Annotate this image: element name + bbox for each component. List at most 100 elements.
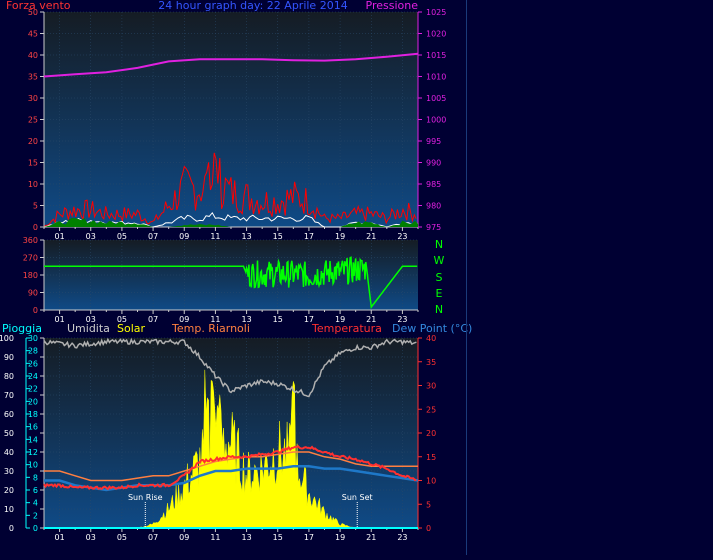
left-tick-label: 270 xyxy=(23,254,38,263)
inner-tick-label: 18 xyxy=(28,410,38,419)
direction-label-n2: N xyxy=(435,303,443,316)
pressure-line xyxy=(43,52,419,78)
right-tick-label: 0 xyxy=(426,524,431,533)
right-tick-label: 30 xyxy=(426,382,436,391)
x-tick-label: 05 xyxy=(117,315,127,324)
right-tick-label: 995 xyxy=(426,137,441,146)
inner-tick-label: 28 xyxy=(28,347,38,356)
x-tick-label: 15 xyxy=(273,315,283,324)
x-tick-label: 19 xyxy=(335,232,345,241)
dew-point-line xyxy=(44,465,419,492)
left-tick-label: 40 xyxy=(4,448,14,457)
x-tick-label: 09 xyxy=(179,232,189,241)
x-tick-label: 11 xyxy=(210,533,220,542)
x-tick-label: 11 xyxy=(210,232,220,241)
sun-annotation: Sun Rise xyxy=(128,493,163,502)
x-tick-label: 17 xyxy=(304,315,314,324)
x-tick-label: 01 xyxy=(54,315,64,324)
page-divider xyxy=(466,0,467,555)
left-tick-label: 90 xyxy=(4,353,14,362)
right-tick-label: 1000 xyxy=(426,116,446,125)
inner-tick-label: 24 xyxy=(28,372,38,381)
left-tick-label: 40 xyxy=(28,51,38,60)
left-tick-label: 20 xyxy=(4,486,14,495)
left-tick-label: 50 xyxy=(28,8,38,17)
right-tick-label: 1020 xyxy=(426,30,446,39)
x-tick-label: 05 xyxy=(117,533,127,542)
right-tick-label: 15 xyxy=(426,453,436,462)
direction-label-w: W xyxy=(434,254,445,267)
right-tick-label: 990 xyxy=(426,159,441,168)
left-tick-label: 60 xyxy=(4,410,14,419)
left-tick-label: 5 xyxy=(33,202,38,211)
left-tick-label: 20 xyxy=(28,137,38,146)
right-tick-label: 1005 xyxy=(426,94,446,103)
wind-axis-title: Forza vento xyxy=(6,0,71,12)
legend-temperature: Temperatura xyxy=(311,322,382,335)
left-tick-label: 10 xyxy=(28,180,38,189)
left-tick-label: 45 xyxy=(28,30,38,39)
right-tick-label: 985 xyxy=(426,180,441,189)
left-tick-label: 80 xyxy=(4,372,14,381)
x-tick-label: 13 xyxy=(241,315,251,324)
temperature-line xyxy=(43,444,417,491)
direction-label-n: N xyxy=(435,238,443,251)
sun-annotation: Sun Set xyxy=(342,493,373,502)
x-tick-label: 01 xyxy=(54,533,64,542)
right-tick-label: 1015 xyxy=(426,51,446,60)
legend-temp-riarnoli: Temp. Riarnoli xyxy=(171,322,250,335)
x-tick-label: 15 xyxy=(273,232,283,241)
x-tick-label: 05 xyxy=(117,232,127,241)
direction-label-s: S xyxy=(436,271,443,284)
x-tick-label: 09 xyxy=(179,315,189,324)
right-tick-label: 25 xyxy=(426,405,436,414)
wind-gust-line xyxy=(43,152,417,228)
x-tick-label: 03 xyxy=(86,533,96,542)
x-tick-label: 17 xyxy=(304,232,314,241)
pressure-axis-title: Pressione xyxy=(366,0,419,12)
legend-solar: Solar xyxy=(117,322,146,335)
x-tick-label: 03 xyxy=(86,315,96,324)
wind-direction-line xyxy=(44,256,418,310)
inner-tick-label: 4 xyxy=(33,499,38,508)
left-tick-label: 30 xyxy=(4,467,14,476)
inner-tick-label: 30 xyxy=(28,334,38,343)
x-tick-label: 13 xyxy=(241,232,251,241)
right-tick-label: 1010 xyxy=(426,73,446,82)
inner-tick-label: 8 xyxy=(33,473,38,482)
chart-title: 24 hour graph day: 22 Aprile 2014 xyxy=(158,0,347,12)
inner-tick-label: 0 xyxy=(33,524,38,533)
left-tick-label: 180 xyxy=(23,271,38,280)
x-tick-label: 17 xyxy=(304,533,314,542)
right-tick-label: 975 xyxy=(426,223,441,232)
x-tick-label: 21 xyxy=(366,315,376,324)
direction-label-e: E xyxy=(436,287,443,300)
legend-humidity: Umidita xyxy=(67,322,110,335)
left-tick-label: 70 xyxy=(4,391,14,400)
x-tick-label: 03 xyxy=(86,232,96,241)
x-tick-label: 01 xyxy=(54,232,64,241)
x-tick-label: 23 xyxy=(397,315,407,324)
left-tick-label: 25 xyxy=(28,116,38,125)
right-tick-label: 10 xyxy=(426,477,436,486)
legend-dew-point: Dew Point (°C) xyxy=(392,322,472,335)
x-tick-label: 11 xyxy=(210,315,220,324)
left-tick-label: 50 xyxy=(4,429,14,438)
x-tick-label: 21 xyxy=(366,232,376,241)
inner-tick-label: 16 xyxy=(28,423,38,432)
inner-tick-label: 10 xyxy=(28,461,38,470)
x-tick-label: 09 xyxy=(179,533,189,542)
inner-tick-label: 6 xyxy=(33,486,38,495)
left-tick-label: 0 xyxy=(33,223,38,232)
left-tick-label: 90 xyxy=(28,289,38,298)
x-tick-label: 07 xyxy=(148,232,158,241)
left-tick-label: 0 xyxy=(9,524,14,533)
left-tick-label: 30 xyxy=(28,94,38,103)
right-tick-label: 35 xyxy=(426,358,436,367)
left-tick-label: 0 xyxy=(33,306,38,315)
x-tick-label: 13 xyxy=(241,533,251,542)
x-tick-label: 07 xyxy=(148,533,158,542)
